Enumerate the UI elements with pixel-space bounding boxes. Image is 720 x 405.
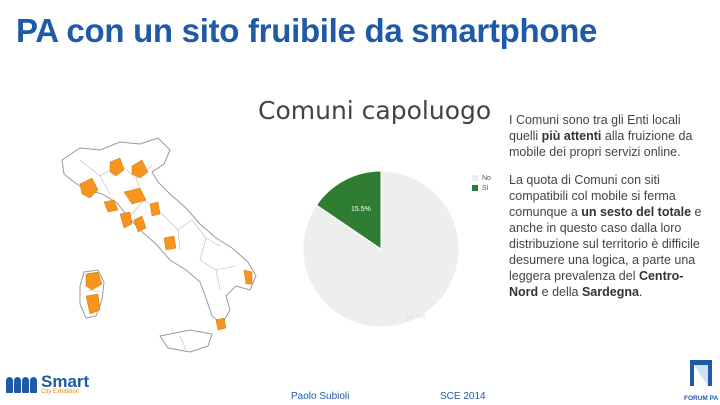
slide-title: PA con un sito fruibile da smartphone [16, 12, 598, 49]
province-marche [149, 201, 161, 217]
province-sardegna-north [85, 271, 103, 291]
footer-author: Paolo Subioli [291, 391, 350, 402]
smart-city-brand: Smart City Exhibition [41, 372, 90, 395]
province-toscana-2 [133, 215, 147, 233]
chart-title: Comuni capoluogo [258, 96, 492, 125]
italy-mainland-outline [61, 137, 257, 325]
province-emilia [123, 187, 147, 205]
chart-legend: No Sì [472, 173, 491, 193]
province-puglia [243, 269, 253, 285]
pie-label-s: 15.5% [351, 206, 371, 213]
province-lombardia [109, 157, 125, 177]
forum-pa-mark-icon [690, 360, 712, 386]
paragraph-1: I Comuni sono tra gli Enti locali quelli… [509, 113, 693, 159]
province-piemonte [79, 177, 99, 199]
province-veneto [131, 159, 149, 179]
paragraph-2: La quota di Comuni con siti compatibili … [509, 173, 702, 299]
province-liguria [103, 199, 119, 213]
province-sardegna-south [85, 293, 101, 315]
body-text: I Comuni sono tra gli Enti locali quelli… [509, 112, 709, 312]
legend-swatch-no [472, 175, 478, 181]
pie-chart: 15.5% 84.5% [302, 170, 460, 328]
legend-label-no: No [482, 174, 491, 182]
footer-event: SCE 2014 [440, 391, 486, 402]
province-abruzzo [163, 235, 177, 251]
smart-city-logo: Smart City Exhibition [6, 372, 90, 396]
province-calabria [215, 317, 227, 331]
italy-map [61, 137, 257, 353]
pie-label-no: 84.5% [406, 314, 426, 321]
people-icon [6, 377, 37, 393]
pie-slice-no [302, 170, 460, 328]
legend-swatch-si [472, 185, 478, 191]
pie-slice-s [315, 170, 382, 250]
sicily-outline [159, 329, 213, 353]
forum-pa-logo: FORUM PA [684, 360, 718, 402]
province-toscana-1 [119, 211, 133, 229]
legend-item-si: Sì [472, 183, 491, 193]
highlighted-provinces [79, 157, 253, 331]
legend-label-si: Sì [482, 184, 489, 192]
legend-item-no: No [472, 173, 491, 183]
